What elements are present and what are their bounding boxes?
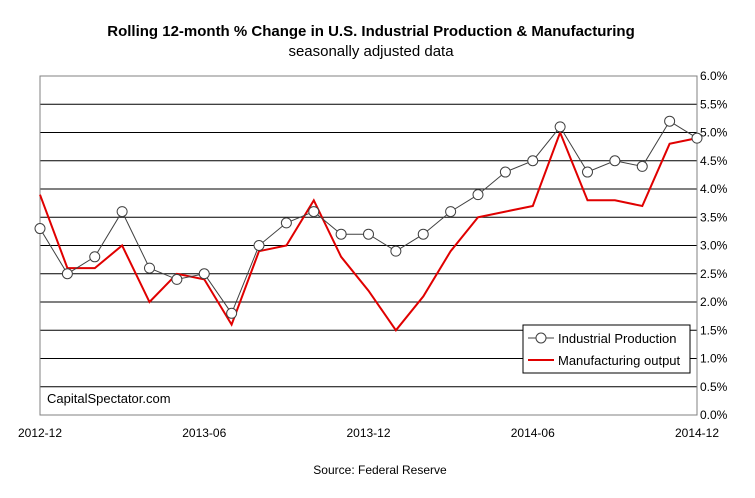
- data-point: [363, 228, 374, 240]
- data-point: [198, 268, 210, 280]
- data-point: [664, 115, 676, 127]
- data-point: [308, 206, 320, 218]
- legend-label-manufacturing-output: Manufacturing output: [558, 353, 681, 368]
- data-point: [636, 160, 648, 172]
- chart-subtitle: seasonally adjusted data: [288, 43, 454, 60]
- y-tick-label: 2.0%: [700, 295, 728, 309]
- gridlines: [40, 103, 697, 388]
- x-tick-label: 2014-06: [511, 426, 555, 440]
- series-line-manufacturing-output: [39, 129, 698, 332]
- data-point: [226, 307, 238, 319]
- data-point: [445, 206, 457, 218]
- y-tick-label: 1.5%: [700, 323, 728, 337]
- data-point: [116, 206, 128, 218]
- data-point: [335, 228, 347, 240]
- y-tick-label: 5.0%: [700, 126, 728, 140]
- watermark-text: CapitalSpectator.com: [47, 391, 171, 406]
- data-point: [499, 166, 511, 178]
- y-tick-label: 1.0%: [700, 352, 728, 366]
- series-manufacturing-output: [39, 129, 698, 332]
- legend: Industrial Production Manufacturing outp…: [522, 324, 691, 374]
- data-point: [253, 240, 265, 251]
- y-tick-label: 3.5%: [700, 210, 728, 224]
- legend-swatch-industrial-production-marker: [535, 332, 547, 344]
- x-tick-label: 2013-06: [182, 426, 226, 440]
- y-tick-label: 2.5%: [700, 267, 728, 281]
- data-point: [144, 262, 155, 274]
- legend-box: [522, 324, 691, 374]
- x-tick-label: 2012-12: [18, 426, 62, 440]
- data-point: [280, 217, 292, 229]
- data-point: [527, 155, 539, 167]
- data-point: [609, 155, 621, 167]
- x-axis-tick-labels: 2012-12 2013-06 2013-12 2014-06 2014-12: [18, 426, 719, 440]
- data-point: [472, 189, 484, 201]
- data-point: [582, 166, 593, 178]
- chart-title: Rolling 12-month % Change in U.S. Indust…: [107, 23, 635, 40]
- y-tick-label: 4.5%: [700, 154, 728, 168]
- data-point: [691, 132, 703, 144]
- data-point: [89, 251, 101, 263]
- series-group: [34, 115, 703, 332]
- legend-label-industrial-production: Industrial Production: [558, 331, 677, 346]
- data-point: [417, 228, 429, 240]
- source-note: Source: Federal Reserve: [313, 463, 447, 477]
- x-tick-label: 2013-12: [346, 426, 390, 440]
- series-industrial-production: [34, 115, 703, 319]
- y-tick-label: 4.0%: [700, 182, 728, 196]
- plot-area: [39, 75, 698, 416]
- y-tick-label: 5.5%: [700, 97, 728, 111]
- data-point: [34, 223, 46, 235]
- y-tick-label: 0.5%: [700, 380, 728, 394]
- x-tick-label: 2014-12: [675, 426, 719, 440]
- y-tick-label: 6.0%: [700, 69, 728, 83]
- y-axis-tick-labels: 0.0% 0.5% 1.0% 1.5% 2.0% 2.5% 3.0% 3.5% 4.0% 4.5%…: [700, 69, 728, 422]
- data-point: [171, 273, 183, 285]
- data-point: [554, 121, 566, 133]
- y-tick-label: 0.0%: [700, 408, 728, 422]
- data-point: [390, 245, 402, 257]
- data-point: [61, 268, 73, 280]
- y-tick-label: 3.0%: [700, 239, 728, 253]
